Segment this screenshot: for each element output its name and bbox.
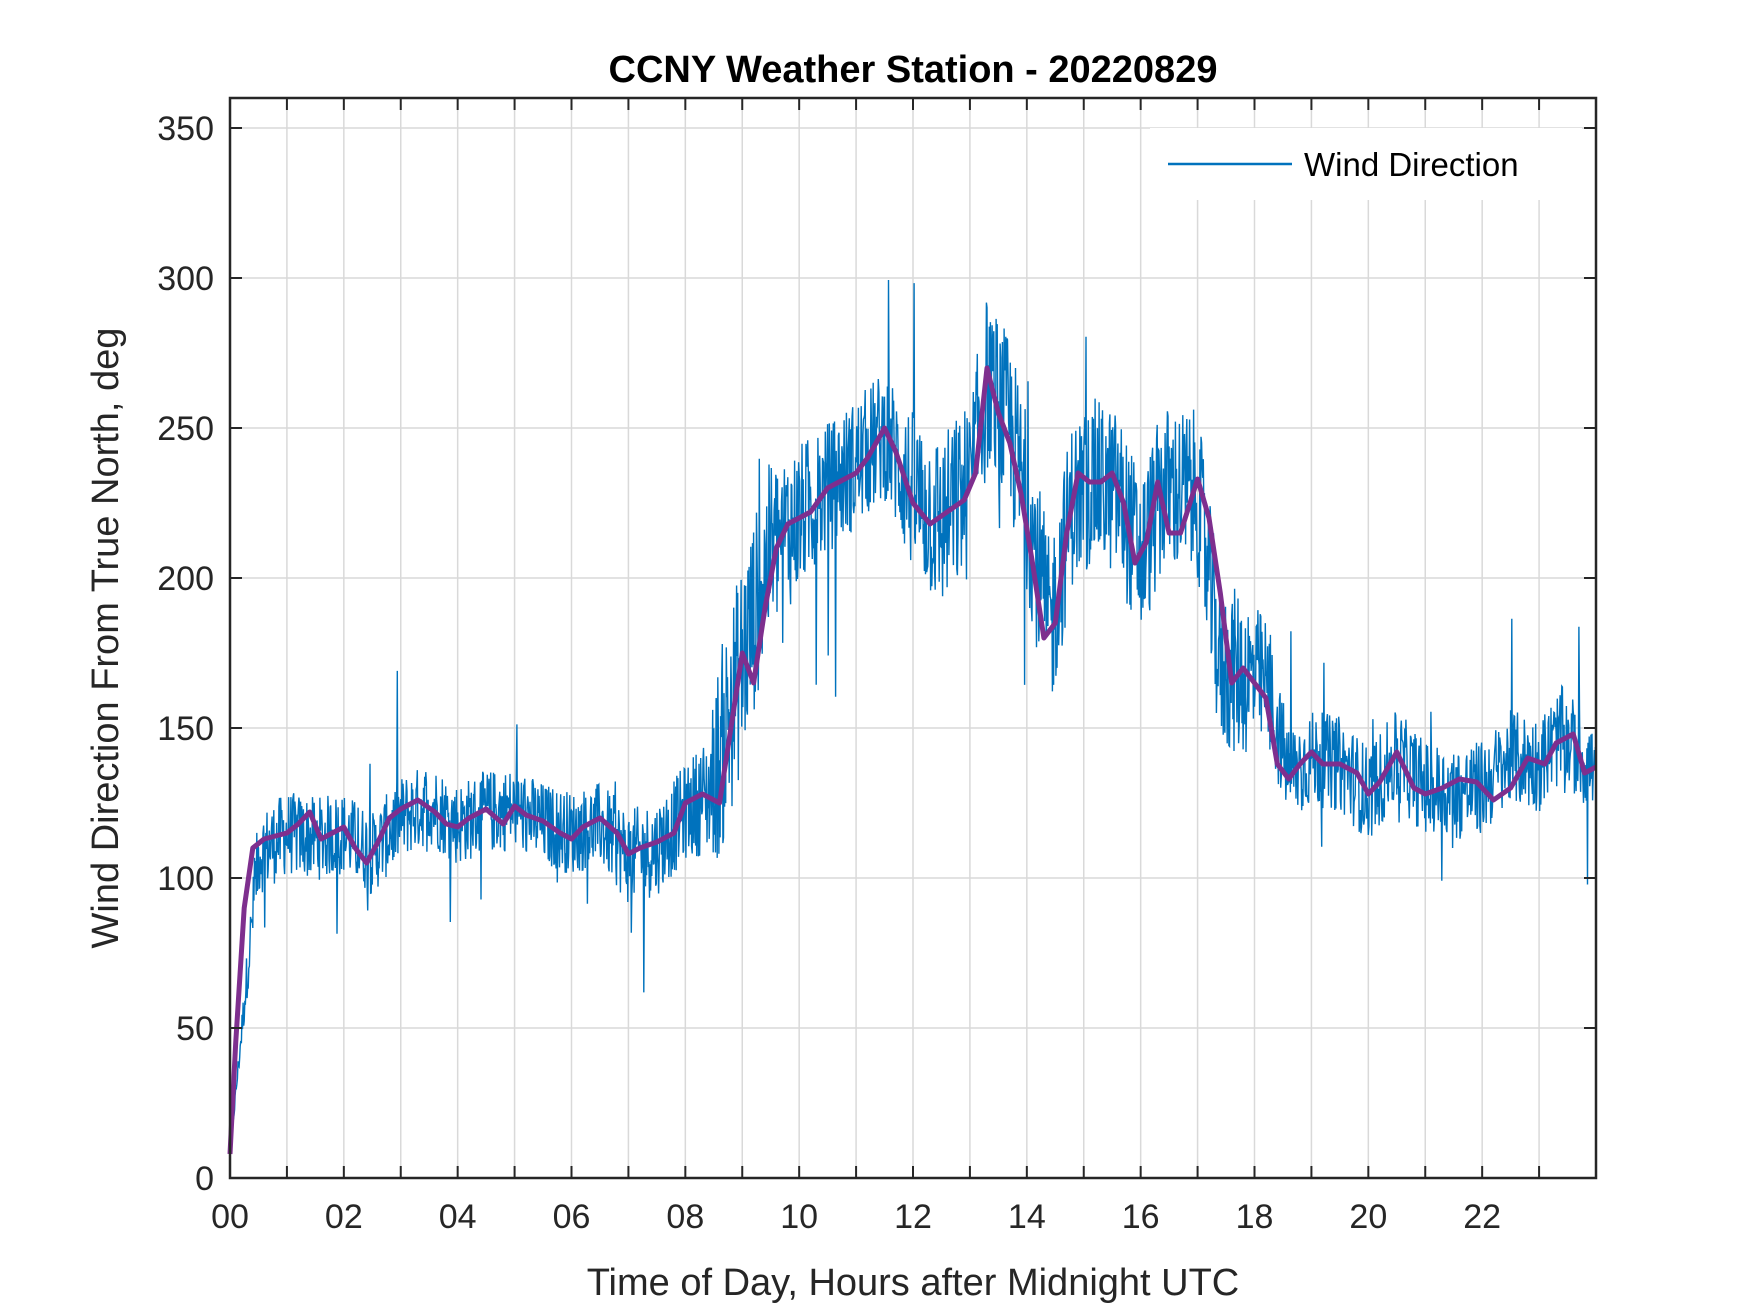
x-tick-label: 02 [325,1198,363,1236]
y-axis-label: Wind Direction From True North, deg [85,328,127,949]
x-tick-label: 16 [1122,1198,1160,1236]
y-tick-label: 200 [157,560,214,598]
x-axis-label: Time of Day, Hours after Midnight UTC [587,1262,1240,1304]
y-tick-label: 300 [157,260,214,298]
y-tick-label: 0 [195,1160,214,1198]
x-tick-labels: 00 02 04 06 08 10 12 14 16 18 20 22 [211,1198,1501,1236]
grid-lines [230,98,1596,1178]
y-tick-label: 250 [157,410,214,448]
x-tick-label: 12 [894,1198,932,1236]
y-tick-label: 150 [157,710,214,748]
chart-title: CCNY Weather Station - 20220829 [609,49,1218,91]
smoothed-series-line [227,365,1598,1155]
raw-series-line [229,279,1597,1155]
y-tick-label: 100 [157,860,214,898]
x-tick-label: 18 [1236,1198,1274,1236]
y-tick-labels: 0 50 100 150 200 250 300 350 [157,110,214,1198]
x-tick-label: 06 [553,1198,591,1236]
raw-series-layer [229,279,1597,1155]
x-tick-label: 14 [1008,1198,1046,1236]
x-tick-label: 22 [1463,1198,1501,1236]
x-tick-label: 08 [666,1198,704,1236]
y-tick-label: 50 [176,1010,214,1048]
x-tick-label: 04 [439,1198,477,1236]
tick-marks [230,98,1596,1179]
y-tick-label: 350 [157,110,214,148]
smoothed-series-layer [227,365,1598,1155]
legend: Wind Direction [1150,128,1582,200]
x-tick-label: 00 [211,1198,249,1236]
x-tick-label: 10 [780,1198,818,1236]
legend-label-wind-direction: Wind Direction [1304,146,1519,183]
x-tick-label: 20 [1349,1198,1387,1236]
